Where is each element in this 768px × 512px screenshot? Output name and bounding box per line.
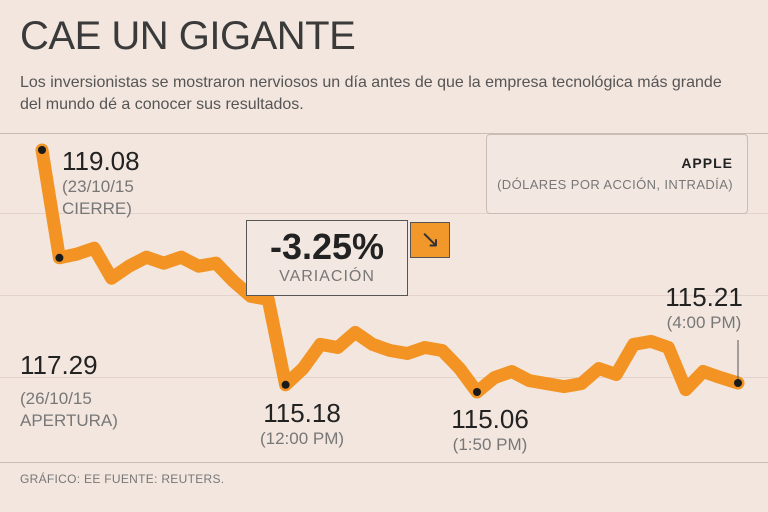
grid-line [0, 213, 768, 214]
variation-label: VARIACIÓN [279, 268, 375, 285]
annotation-value: 119.08 [62, 146, 140, 176]
annotation-value: 115.18 [263, 398, 341, 428]
annotation-label: APERTURA) [20, 411, 118, 430]
annotation-label: (4:00 PM) [666, 313, 742, 332]
bottom-divider [0, 462, 768, 463]
annotation-close: 119.08 (23/10/15 CIERRE) [62, 146, 140, 220]
annotation-label: (23/10/15 [62, 177, 134, 196]
annotation-label: (12:00 PM) [259, 429, 345, 448]
highlight-point [55, 253, 64, 262]
legend-unit: (DÓLARES POR ACCIÓN, INTRADÍA) [497, 177, 733, 192]
grid-line [0, 377, 768, 378]
annotation-noon: 115.18 (12:00 PM) [252, 398, 352, 450]
annotation-afternoon: 115.06 (1:50 PM) [440, 404, 540, 456]
variation-box: -3.25% VARIACIÓN [246, 220, 408, 296]
annotation-value: 115.21 [665, 282, 743, 312]
annotation-close-day: 115.21 (4:00 PM) [652, 282, 756, 334]
annotation-label: CIERRE) [62, 199, 132, 218]
annotation-value: 115.06 [451, 404, 529, 434]
annotation-label: (26/10/15 [20, 389, 92, 408]
footer-credits: GRÁFICO: EE FUENTE: REUTERS. [20, 472, 225, 486]
highlight-point [281, 380, 290, 389]
highlight-point [38, 146, 46, 154]
highlight-point [473, 388, 481, 396]
annotation-open: 117.29 (26/10/15 APERTURA) [20, 350, 118, 432]
variation-value: -3.25% [269, 226, 385, 267]
top-divider [0, 133, 768, 134]
annotation-label: (1:50 PM) [452, 435, 528, 454]
series-line-apple [35, 143, 745, 399]
legend-box: APPLE (DÓLARES POR ACCIÓN, INTRADÍA) [486, 134, 748, 214]
annotation-value: 117.29 [20, 350, 98, 380]
page-subtitle: Los inversionistas se mostraron nervioso… [20, 74, 722, 113]
highlight-point [734, 379, 742, 387]
legend-company: APPLE [681, 155, 733, 171]
page-title: CAE UN GIGANTE [20, 14, 356, 58]
arrow-down-right-icon: ↘ [410, 222, 450, 258]
